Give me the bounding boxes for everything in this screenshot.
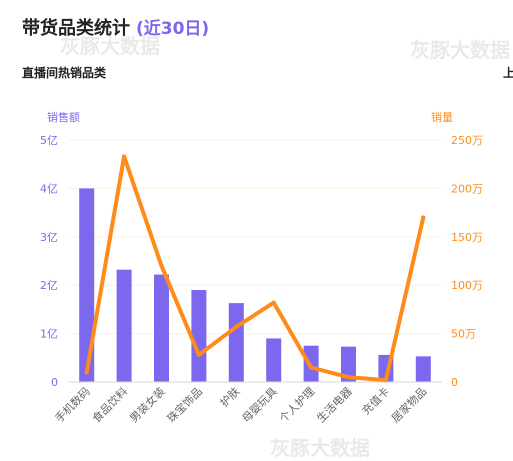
bar-1 — [79, 188, 95, 382]
category-label: 珠宝饰品 — [164, 384, 205, 425]
bar-5 — [228, 303, 244, 382]
sales-volume-line — [84, 154, 426, 383]
category-label: 母婴玩具 — [240, 385, 280, 425]
chart-subtitle: 直播间热销品类 — [22, 66, 107, 80]
line-point-8 — [346, 375, 351, 380]
category-label: 护肤 — [217, 384, 242, 409]
line-point-10 — [421, 215, 426, 220]
line-point-6 — [271, 300, 276, 305]
left-tick-label: 0 — [51, 376, 58, 389]
right-tick-label: 250万 — [451, 134, 483, 147]
line-point-3 — [159, 263, 164, 268]
line-point-7 — [309, 365, 314, 370]
right-tick-label: 150万 — [451, 231, 483, 244]
chart-title: 带货品类统计 (近30日) — [22, 14, 209, 40]
category-label: 个人护理 — [276, 384, 317, 425]
line-point-2 — [122, 154, 127, 159]
line-point-9 — [383, 378, 388, 383]
category-label: 手机数码 — [52, 384, 93, 425]
left-tick-label: 1亿 — [40, 328, 58, 341]
left-axis-title: 销售额 — [47, 110, 80, 124]
left-tick-label: 5亿 — [40, 134, 58, 147]
next-panel-title-fragment: 上 — [503, 66, 513, 80]
bar-8 — [341, 346, 356, 382]
category-label: 充值卡 — [359, 384, 392, 417]
chart-title-period: (近30日) — [136, 19, 210, 39]
category-label: 生活电器 — [314, 384, 355, 425]
category-label: 食品饮料 — [89, 384, 130, 425]
line-point-1 — [84, 370, 89, 375]
watermark-2: 灰豚大数据 — [410, 38, 510, 62]
bar-4 — [191, 290, 207, 382]
right-axis-title: 销量 — [431, 110, 453, 124]
right-tick-label: 50万 — [451, 328, 476, 341]
chart-title-main: 带货品类统计 — [22, 18, 130, 39]
watermark-3: 灰豚大数据 — [270, 436, 370, 460]
left-tick-label: 3亿 — [40, 231, 58, 244]
left-tick-label: 2亿 — [40, 279, 58, 292]
right-tick-label: 200万 — [451, 182, 483, 195]
category-label: 男装女装 — [127, 384, 168, 425]
line-point-5 — [234, 324, 239, 329]
bar-3 — [154, 274, 169, 382]
bar-10 — [415, 356, 431, 382]
watermark-1: 灰豚大数据 — [60, 34, 160, 58]
right-tick-label: 100万 — [451, 279, 483, 292]
category-label: 居家物品 — [388, 384, 429, 425]
left-tick-label: 4亿 — [40, 182, 58, 195]
right-tick-label: 0 — [451, 376, 458, 389]
bar-6 — [266, 338, 282, 382]
bar-2 — [116, 269, 132, 382]
line-point-4 — [196, 352, 201, 357]
